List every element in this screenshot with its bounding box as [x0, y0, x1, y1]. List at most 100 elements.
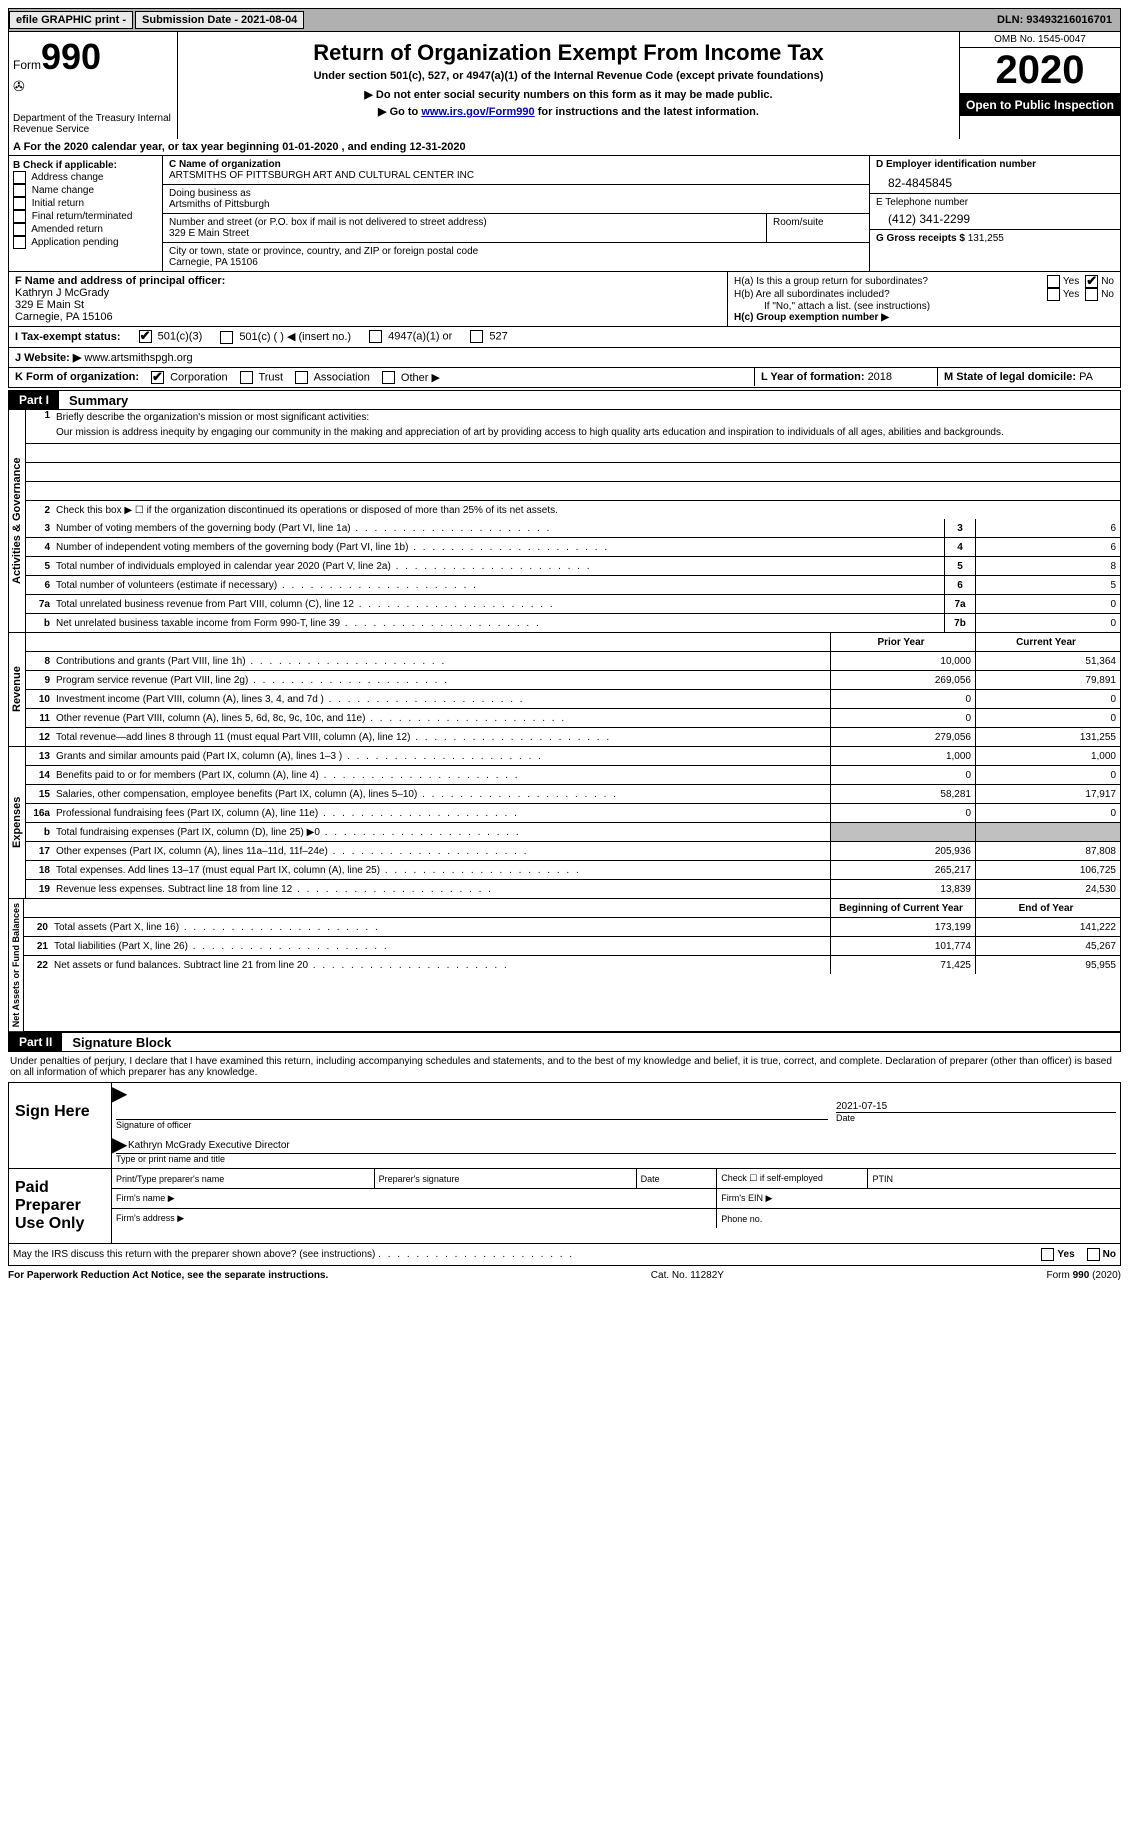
hb-no-checkbox[interactable]	[1085, 288, 1098, 301]
line-num: 6	[26, 580, 56, 591]
prior-year-header: Prior Year	[830, 633, 975, 651]
l-value: 2018	[868, 371, 892, 383]
k-corp-checkbox[interactable]	[151, 371, 164, 384]
part-ii-title: Signature Block	[62, 1035, 171, 1050]
line-text: Professional fundraising fees (Part IX, …	[56, 806, 830, 821]
end-year-header: End of Year	[975, 899, 1120, 917]
line-num: 21	[24, 941, 54, 952]
colb-checkbox-4[interactable]	[13, 223, 26, 236]
colb-item: Amended return	[13, 223, 158, 236]
header-left: Form990 ✇ Department of the Treasury Int…	[9, 32, 178, 139]
header-center: Return of Organization Exempt From Incom…	[178, 32, 959, 139]
irs-link[interactable]: www.irs.gov/Form990	[421, 106, 534, 118]
ha-yes-checkbox[interactable]	[1047, 275, 1060, 288]
colb-checkbox-3[interactable]	[13, 210, 26, 223]
current-value: 45,267	[975, 937, 1120, 955]
line-num: 7a	[26, 599, 56, 610]
line-num: 13	[26, 751, 56, 762]
prior-value: 173,199	[830, 918, 975, 936]
submission-date-button[interactable]: Submission Date - 2021-08-04	[135, 11, 304, 29]
k-trust-checkbox[interactable]	[240, 371, 253, 384]
dept-label: Department of the Treasury Internal Reve…	[13, 113, 173, 135]
part-ii-label: Part II	[9, 1033, 62, 1051]
current-value: 79,891	[975, 671, 1120, 689]
prior-value: 205,936	[830, 842, 975, 860]
ha-no-checkbox[interactable]	[1085, 275, 1098, 288]
i-501c3-checkbox[interactable]	[139, 330, 152, 343]
page-footer: For Paperwork Reduction Act Notice, see …	[8, 1266, 1121, 1285]
line-text: Total number of volunteers (estimate if …	[56, 578, 944, 593]
m-label: M State of legal domicile:	[944, 371, 1079, 383]
receipts-label: G Gross receipts $	[876, 233, 968, 244]
ein-value: 82-4845845	[876, 176, 1114, 190]
ha-label: H(a) Is this a group return for subordin…	[734, 276, 1047, 287]
tax-year: 2020	[960, 47, 1120, 94]
form-header: Form990 ✇ Department of the Treasury Int…	[8, 32, 1121, 139]
prep-date-header: Date	[636, 1169, 717, 1189]
i-501c-checkbox[interactable]	[220, 331, 233, 344]
hb-yes-checkbox[interactable]	[1047, 288, 1060, 301]
org-name-label: C Name of organization	[169, 159, 281, 170]
summary-row: 6Total number of volunteers (estimate if…	[26, 576, 1120, 595]
line-num: 15	[26, 789, 56, 800]
line-box: 4	[944, 538, 975, 556]
line-text: Net unrelated business taxable income fr…	[56, 616, 944, 631]
part-i-header: Part I Summary	[8, 390, 1121, 410]
paid-preparer-label: Paid Preparer Use Only	[9, 1169, 112, 1243]
i-4947-checkbox[interactable]	[369, 330, 382, 343]
line-value: 0	[975, 614, 1120, 632]
prior-value: 0	[830, 804, 975, 822]
revenue-section: Revenue Prior Year Current Year 8Contrib…	[8, 633, 1121, 747]
dba-value: Artsmiths of Pittsburgh	[169, 199, 270, 210]
city-value: Carnegie, PA 15106	[169, 257, 258, 268]
firm-addr-label: Firm's address ▶	[112, 1209, 717, 1229]
line-value: 6	[975, 538, 1120, 556]
summary-row: 14Benefits paid to or for members (Part …	[26, 766, 1120, 785]
line-2-text: Check this box ▶ ☐ if the organization d…	[56, 503, 1120, 518]
sig-officer-label: Signature of officer	[116, 1120, 828, 1130]
discuss-row: May the IRS discuss this return with the…	[8, 1244, 1121, 1266]
colb-checkbox-5[interactable]	[13, 236, 26, 249]
form-number: 990	[41, 36, 101, 77]
signer-name-label: Type or print name and title	[116, 1154, 1116, 1164]
current-value: 131,255	[975, 728, 1120, 746]
discuss-no-checkbox[interactable]	[1087, 1248, 1100, 1261]
i-label: I Tax-exempt status:	[15, 331, 121, 343]
l-label: L Year of formation:	[761, 371, 868, 383]
governance-section: Activities & Governance 1 Briefly descri…	[8, 410, 1121, 633]
j-label: J Website: ▶	[15, 352, 84, 364]
colb-item: Name change	[13, 184, 158, 197]
line-text: Other expenses (Part IX, column (A), lin…	[56, 844, 830, 859]
line-num: b	[26, 618, 56, 629]
begin-year-header: Beginning of Current Year	[830, 899, 975, 917]
hb-label: H(b) Are all subordinates included?	[734, 289, 1047, 300]
prior-value: 269,056	[830, 671, 975, 689]
prior-value: 0	[830, 709, 975, 727]
line-box: 6	[944, 576, 975, 594]
line-text: Net assets or fund balances. Subtract li…	[54, 958, 830, 973]
addr-label: Number and street (or P.O. box if mail i…	[169, 217, 487, 228]
revenue-vlabel: Revenue	[9, 633, 26, 746]
k-other-checkbox[interactable]	[382, 371, 395, 384]
line-num: 8	[26, 656, 56, 667]
discuss-yes-checkbox[interactable]	[1041, 1248, 1054, 1261]
k-assoc-checkbox[interactable]	[295, 371, 308, 384]
line-text: Total revenue—add lines 8 through 11 (mu…	[56, 730, 830, 745]
i-527-checkbox[interactable]	[470, 330, 483, 343]
omb-label: OMB No. 1545-0047	[960, 32, 1120, 47]
summary-row: bNet unrelated business taxable income f…	[26, 614, 1120, 632]
line-num: 4	[26, 542, 56, 553]
officer-addr2: Carnegie, PA 15106	[15, 311, 113, 323]
governance-vlabel: Activities & Governance	[9, 410, 26, 632]
colb-checkbox-1[interactable]	[13, 184, 26, 197]
footer-left: For Paperwork Reduction Act Notice, see …	[8, 1270, 328, 1281]
org-info-section: B Check if applicable: Address change Na…	[8, 156, 1121, 272]
k-label: K Form of organization:	[15, 371, 139, 383]
colb-checkbox-2[interactable]	[13, 197, 26, 210]
line-box: 7b	[944, 614, 975, 632]
efile-button[interactable]: efile GRAPHIC print -	[9, 11, 133, 29]
officer-addr1: 329 E Main St	[15, 299, 84, 311]
part-ii-header: Part II Signature Block	[8, 1032, 1121, 1052]
colb-checkbox-0[interactable]	[13, 171, 26, 184]
name-arrow-icon: ▶	[112, 1132, 127, 1157]
